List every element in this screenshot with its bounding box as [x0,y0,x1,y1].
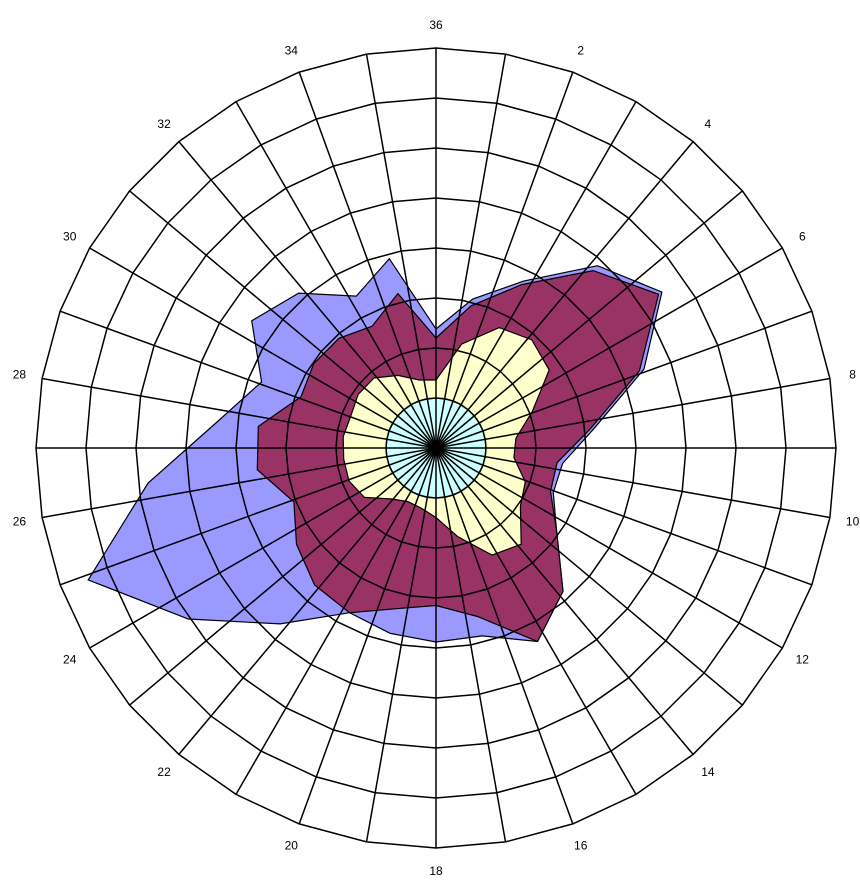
grid-spoke [435,447,831,519]
grid-spoke [235,447,437,795]
grid-spoke [365,447,437,843]
grid-spoke [435,310,813,449]
axis-label: 36 [429,18,443,32]
grid-spoke [435,190,743,449]
grid-spoke [89,447,437,649]
grid-spoke [298,71,437,449]
grid-spoke [435,53,507,449]
grid-spoke [178,141,437,449]
axis-label: 12 [796,653,810,667]
grid-spoke [129,447,437,706]
grid-spoke [435,141,694,449]
grid-spoke [435,101,637,449]
grid-spoke [435,377,831,449]
grid-layer [35,47,837,849]
axis-label: 34 [285,44,299,58]
axis-label: 10 [846,515,860,529]
grid-spoke [435,447,637,795]
grid-spoke [435,447,813,586]
grid-spoke [41,377,437,449]
axis-label: 20 [285,839,299,853]
grid-spoke [178,447,437,755]
axis-label: 8 [849,368,856,382]
grid-spoke [235,101,437,449]
grid-spoke [365,53,437,449]
axis-label: 18 [429,864,443,878]
grid-spoke [435,447,574,825]
grid-spoke [129,190,437,449]
grid-spoke [59,447,437,586]
grid-spoke [435,447,507,843]
grid-spoke [298,447,437,825]
grid-spoke [435,447,694,755]
grid-spoke [41,447,437,519]
axis-label: 4 [705,117,712,131]
axis-label: 32 [157,117,171,131]
grid-spoke [435,71,574,449]
axis-label: 28 [13,368,27,382]
axis-label: 14 [701,765,715,779]
grid-spoke [435,247,783,449]
grid-spoke [435,447,743,706]
axis-label: 2 [577,44,584,58]
axis-label: 26 [13,515,27,529]
axis-label: 6 [799,230,806,244]
axis-label: 22 [157,765,171,779]
grid-spoke [435,447,783,649]
grid-spoke [59,310,437,449]
axis-label: 30 [63,230,77,244]
grid-spoke [89,247,437,449]
axis-label: 24 [63,653,77,667]
axis-label: 16 [574,839,588,853]
